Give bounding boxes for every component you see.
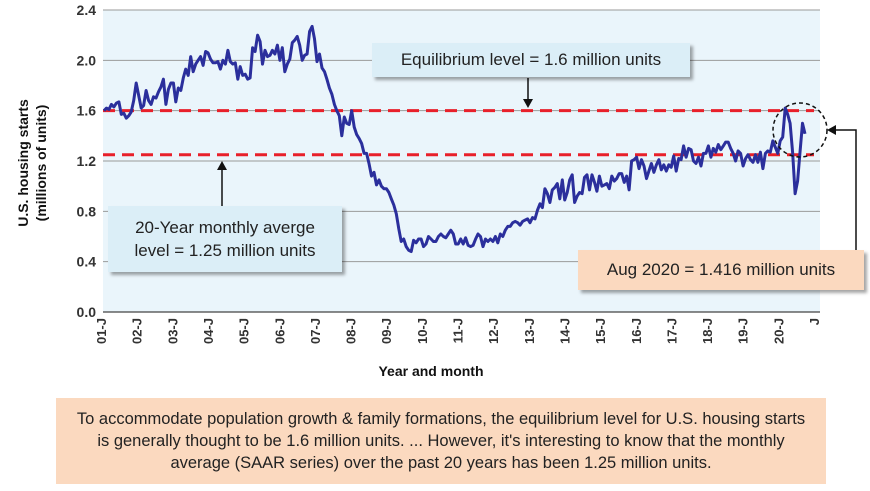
reference-lines	[103, 109, 814, 157]
y-tick-label: 0.0	[77, 304, 97, 320]
equilibrium-callout: Equilibrium level = 1.6 million units	[372, 43, 690, 77]
y-axis-title-line2: (millions of units)	[33, 105, 49, 222]
x-tick-label: 06-J	[272, 318, 287, 344]
x-tick-label: 01-J	[94, 318, 109, 344]
x-tick-label: 08-J	[344, 318, 359, 344]
equilibrium-arrowhead	[523, 99, 533, 108]
x-tick-label: 17-J	[664, 318, 679, 344]
x-tick-label: 07-J	[308, 318, 323, 344]
x-tick-label: 05-J	[237, 318, 252, 344]
y-tick-label: 0.4	[77, 254, 97, 270]
y-axis-title-line1: U.S. housing starts	[15, 99, 31, 227]
y-tick-labels: 0.0 0.4 0.8 1.2 1.6 2.0 2.4	[77, 2, 97, 320]
x-tick-label: J	[807, 318, 822, 325]
footnote-box: To accommodate population growth & famil…	[56, 398, 826, 484]
series-line-housing-starts	[102, 24, 807, 254]
x-tick-label: 11-J	[451, 318, 466, 343]
x-tick-labels: 01-J 02-J 03-J 04-J 05-J 06-J 07-J 08-J 09-J 10-J…	[94, 318, 822, 344]
y-tick-label: 1.2	[77, 153, 97, 169]
average-callout-line2: level = 1.25 million units	[134, 241, 316, 260]
y-tick-label: 2.4	[77, 2, 97, 18]
latest-connector-line	[834, 129, 857, 250]
x-tick-label: 09-J	[379, 318, 394, 344]
x-tick-label: 16-J	[629, 318, 644, 344]
y-tick-label: 1.6	[77, 103, 97, 119]
x-tick-label: 04-J	[201, 318, 216, 344]
latest-value-callout: Aug 2020 = 1.416 million units	[578, 250, 864, 290]
latest-arrowhead	[827, 125, 836, 135]
x-tick-label: 02-J	[130, 318, 145, 344]
average-callout: 20-Year monthly averge level = 1.25 mill…	[108, 206, 342, 272]
x-tick-label: 12-J	[486, 318, 501, 344]
y-axis-title: U.S. housing starts (millions of units)	[15, 99, 49, 227]
x-tick-label: 10-J	[415, 318, 430, 344]
x-tick-label: 20-J	[771, 318, 786, 344]
average-callout-line1: 20-Year monthly averge	[135, 218, 315, 237]
x-tick-label: 18-J	[700, 318, 715, 344]
y-tick-label: 2.0	[77, 52, 97, 68]
x-axis-title: Year and month	[378, 363, 483, 379]
y-tick-label: 0.8	[77, 203, 97, 219]
x-tick-label: 03-J	[165, 318, 180, 344]
average-arrowhead	[217, 161, 227, 170]
x-tick-label: 14-J	[557, 318, 572, 344]
x-tick-label: 15-J	[593, 318, 608, 344]
series-layer	[102, 24, 807, 254]
x-tick-label: 19-J	[736, 318, 751, 344]
x-tick-label: 13-J	[522, 318, 537, 344]
